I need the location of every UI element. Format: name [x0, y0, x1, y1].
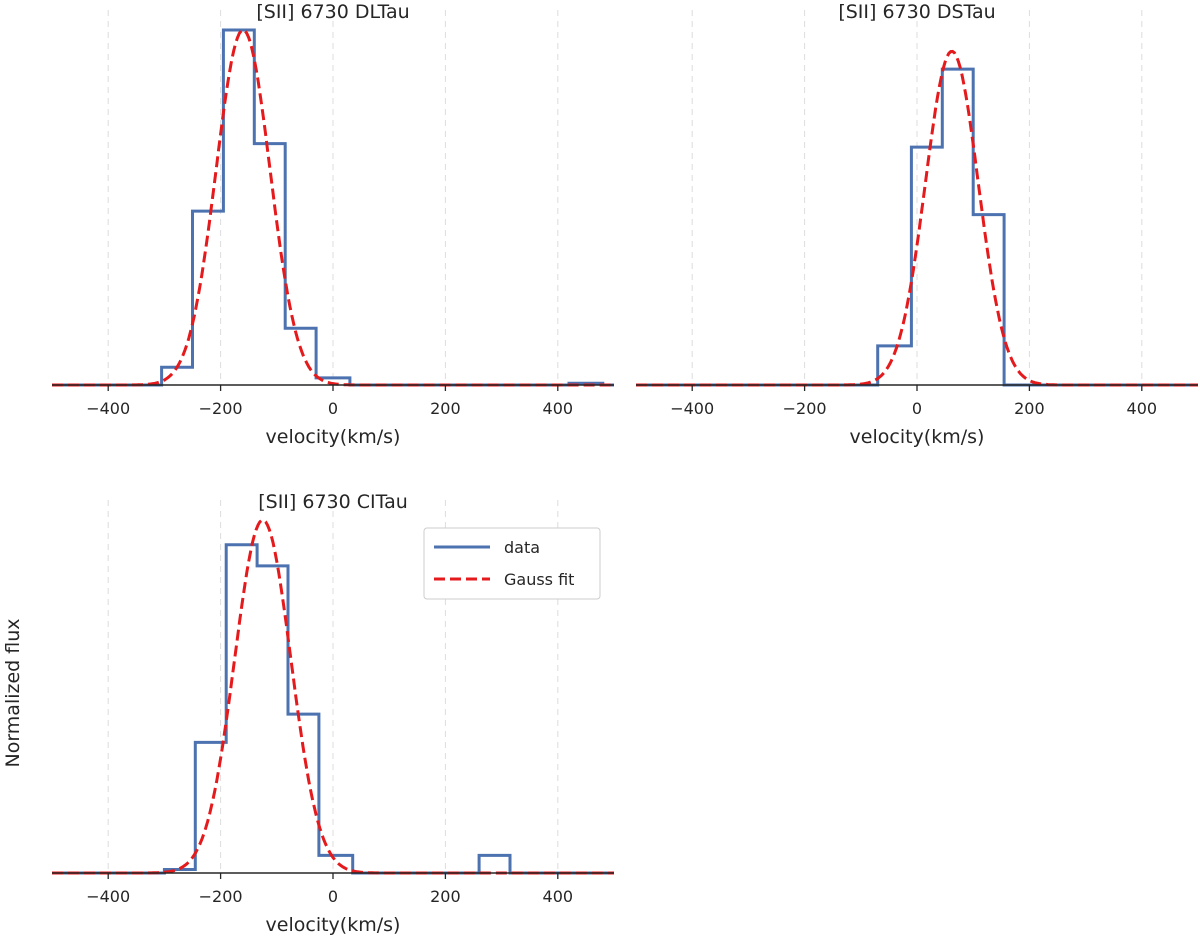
- y-axis-label: Normalized flux: [2, 618, 24, 767]
- x-tick-label: 200: [1014, 399, 1045, 418]
- x-axis-label: velocity(km/s): [850, 426, 985, 448]
- x-tick-label: −200: [783, 399, 827, 418]
- x-axis-label: velocity(km/s): [266, 914, 401, 936]
- chart-panel-2: −400 −200 0 200 400 velocity(km/s) [SII] 6730 …: [636, 1, 1198, 448]
- x-axis-label: velocity(km/s): [266, 426, 401, 448]
- data-step-series: [636, 67, 1198, 387]
- x-tick-label: 0: [328, 399, 338, 418]
- x-tick-label: 200: [430, 399, 461, 418]
- legend-label-2: Gauss fit: [504, 570, 574, 589]
- x-tick-label: −400: [86, 399, 130, 418]
- legend-label-1: data: [504, 538, 540, 557]
- x-tick-label: 200: [430, 887, 461, 906]
- panels: −400 −200 0 200 400 velocity(km/s) [SII] 6730 …: [52, 1, 1198, 936]
- x-tick-label: −400: [670, 399, 714, 418]
- chart-panel-1: −400 −200 0 200 400 velocity(km/s) [SII] 6730 …: [52, 1, 614, 448]
- chart-title: [SII] 6730 DSTau: [838, 1, 995, 23]
- x-tick-label: 400: [543, 399, 574, 418]
- x-tick-label: −400: [86, 887, 130, 906]
- x-tick-label: 400: [1127, 399, 1158, 418]
- x-tick-label: 0: [912, 399, 922, 418]
- chart-panel-3: −400 −200 0 200 400 velocity(km/s) [SII] 6730 …: [52, 491, 614, 936]
- x-tick-label: −200: [199, 399, 243, 418]
- x-tick-label: 400: [543, 887, 574, 906]
- chart-title: [SII] 6730 CITau: [258, 491, 408, 513]
- x-tick-label: 0: [328, 887, 338, 906]
- x-tick-label: −200: [199, 887, 243, 906]
- chart-title: [SII] 6730 DLTau: [256, 1, 409, 23]
- legend: data Gauss fit: [423, 527, 601, 600]
